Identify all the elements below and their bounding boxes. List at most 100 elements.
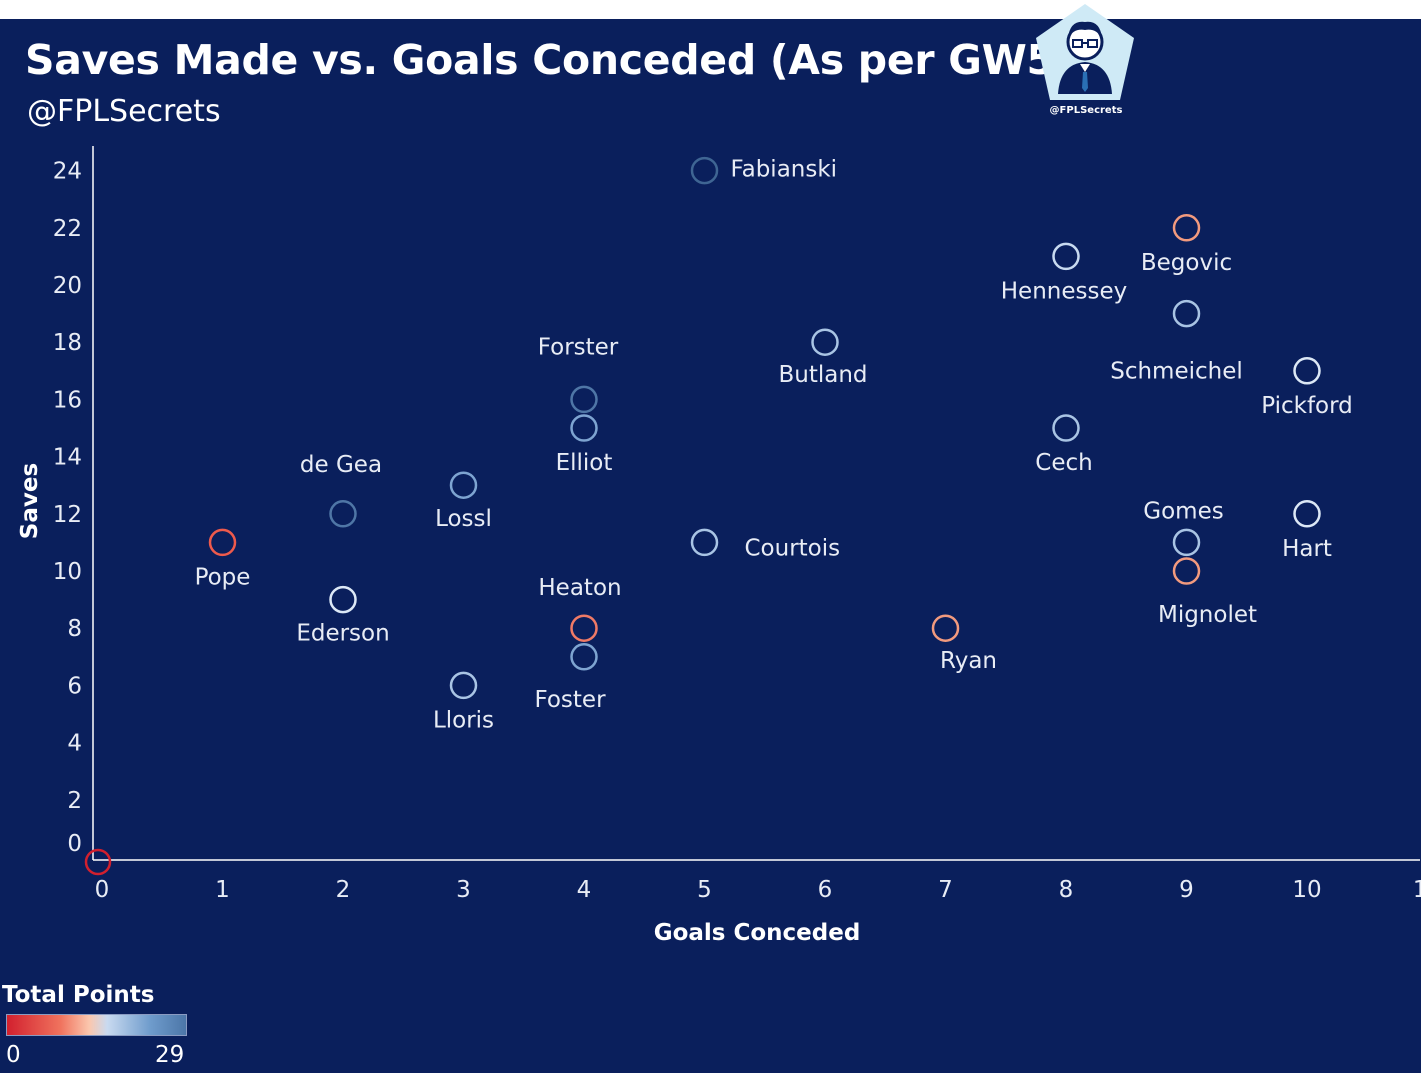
point-label: Hennessey xyxy=(1001,278,1127,304)
point-marker xyxy=(1172,214,1201,242)
point-marker xyxy=(811,328,839,356)
chart-title: Saves Made vs. Goals Conceded (As per GW… xyxy=(25,36,1074,84)
data-point: Pickford xyxy=(1261,357,1353,419)
axes xyxy=(92,146,1420,861)
point-marker xyxy=(1172,299,1201,328)
x-tick-label: 7 xyxy=(938,877,953,903)
point-marker xyxy=(84,848,112,876)
y-tick-label: 16 xyxy=(53,387,82,413)
point-marker xyxy=(690,528,719,557)
point-label: Lloris xyxy=(433,707,494,733)
point-label: Begovic xyxy=(1141,250,1232,276)
x-tick-label: 0 xyxy=(95,877,110,903)
data-point: Lloris xyxy=(433,671,494,733)
data-point: Mignolet xyxy=(1158,557,1257,628)
x-tick-label: 5 xyxy=(697,877,712,903)
chart-panel xyxy=(0,19,1421,1073)
point-marker xyxy=(1052,414,1080,442)
legend-title: Total Points xyxy=(2,982,155,1008)
point-marker xyxy=(690,156,719,185)
x-axis-title: Goals Conceded xyxy=(654,920,861,946)
data-point: Gomes xyxy=(1143,498,1224,557)
point-marker xyxy=(449,671,478,700)
legend-color-scale xyxy=(6,1014,187,1036)
y-tick-label: 2 xyxy=(67,788,82,814)
point-label: Gomes xyxy=(1143,498,1223,524)
point-label: Cech xyxy=(1035,450,1092,476)
data-point: Pope xyxy=(195,528,251,590)
point-marker xyxy=(449,471,478,499)
point-marker xyxy=(1172,528,1201,557)
y-tick-label: 0 xyxy=(67,831,82,857)
x-axis-ticks: 0 1 2 3 4 5 6 7 8 9 10 11 xyxy=(95,877,1421,903)
x-tick-label: 1 xyxy=(215,877,230,903)
point-label: Courtois xyxy=(745,535,841,561)
data-point: Begovic xyxy=(1141,214,1232,276)
data-point: Lossl xyxy=(435,471,492,532)
point-marker xyxy=(208,528,237,557)
y-axis-title: Saves xyxy=(17,463,43,539)
data-point: Elliot xyxy=(556,414,612,476)
point-marker xyxy=(1172,557,1201,585)
point-label: Ederson xyxy=(296,621,389,647)
x-tick-label: 3 xyxy=(456,877,471,903)
x-tick-label: 2 xyxy=(336,877,351,903)
data-point: Courtois xyxy=(690,528,841,561)
data-point xyxy=(84,848,112,876)
y-tick-label: 10 xyxy=(53,559,82,585)
point-label: de Gea xyxy=(300,452,382,478)
data-point: Foster xyxy=(534,643,606,713)
point-label: Pickford xyxy=(1261,393,1353,419)
x-tick-label: 9 xyxy=(1179,877,1194,903)
data-point: Butland xyxy=(778,328,868,388)
data-point: Schmeichel xyxy=(1110,299,1243,385)
y-tick-label: 24 xyxy=(53,159,82,185)
point-marker xyxy=(329,500,357,528)
y-tick-label: 8 xyxy=(67,616,82,642)
data-points: Fabianski Begovic Hennessey Schmeichel Butla… xyxy=(84,156,1353,876)
point-label: Pope xyxy=(195,564,251,590)
point-marker xyxy=(329,585,357,614)
point-label: Forster xyxy=(538,334,619,360)
logo-caption: @FPLSecrets xyxy=(1049,105,1123,116)
fplsecrets-logo-icon xyxy=(1036,4,1134,100)
x-tick-label: 11 xyxy=(1413,877,1421,903)
point-label: Lossl xyxy=(435,506,492,532)
point-label: Mignolet xyxy=(1158,602,1257,628)
point-marker xyxy=(570,385,598,414)
point-label: Fabianski xyxy=(731,157,838,183)
y-tick-label: 22 xyxy=(53,216,82,242)
x-tick-label: 8 xyxy=(1059,877,1074,903)
point-label: Schmeichel xyxy=(1110,359,1243,385)
point-marker xyxy=(931,614,960,642)
x-tick-label: 4 xyxy=(577,877,592,903)
point-marker xyxy=(570,414,598,442)
point-label: Butland xyxy=(778,362,867,388)
data-point: de Gea xyxy=(300,452,382,528)
y-tick-label: 6 xyxy=(67,673,82,699)
point-marker xyxy=(1052,242,1080,271)
legend-min-label: 0 xyxy=(6,1042,21,1068)
data-point: Fabianski xyxy=(690,156,838,185)
legend-max-label: 29 xyxy=(155,1042,185,1068)
x-tick-label: 10 xyxy=(1292,877,1321,903)
point-label: Hart xyxy=(1282,536,1332,562)
y-tick-label: 18 xyxy=(53,330,82,356)
x-tick-label: 6 xyxy=(818,877,833,903)
point-label: Ryan xyxy=(940,648,997,674)
point-marker xyxy=(1293,500,1321,528)
data-point: Ryan xyxy=(931,614,997,674)
data-point: Forster xyxy=(538,334,619,414)
point-marker xyxy=(570,614,598,642)
data-point: Cech xyxy=(1035,414,1093,476)
chart-subtitle: @FPLSecrets xyxy=(27,94,221,129)
y-tick-label: 12 xyxy=(53,502,82,528)
y-tick-label: 4 xyxy=(67,731,82,757)
data-point: Hart xyxy=(1282,500,1332,562)
y-tick-label: 20 xyxy=(53,273,82,299)
y-tick-label: 14 xyxy=(53,445,82,471)
data-point: Ederson xyxy=(296,585,390,647)
point-marker xyxy=(570,643,598,671)
